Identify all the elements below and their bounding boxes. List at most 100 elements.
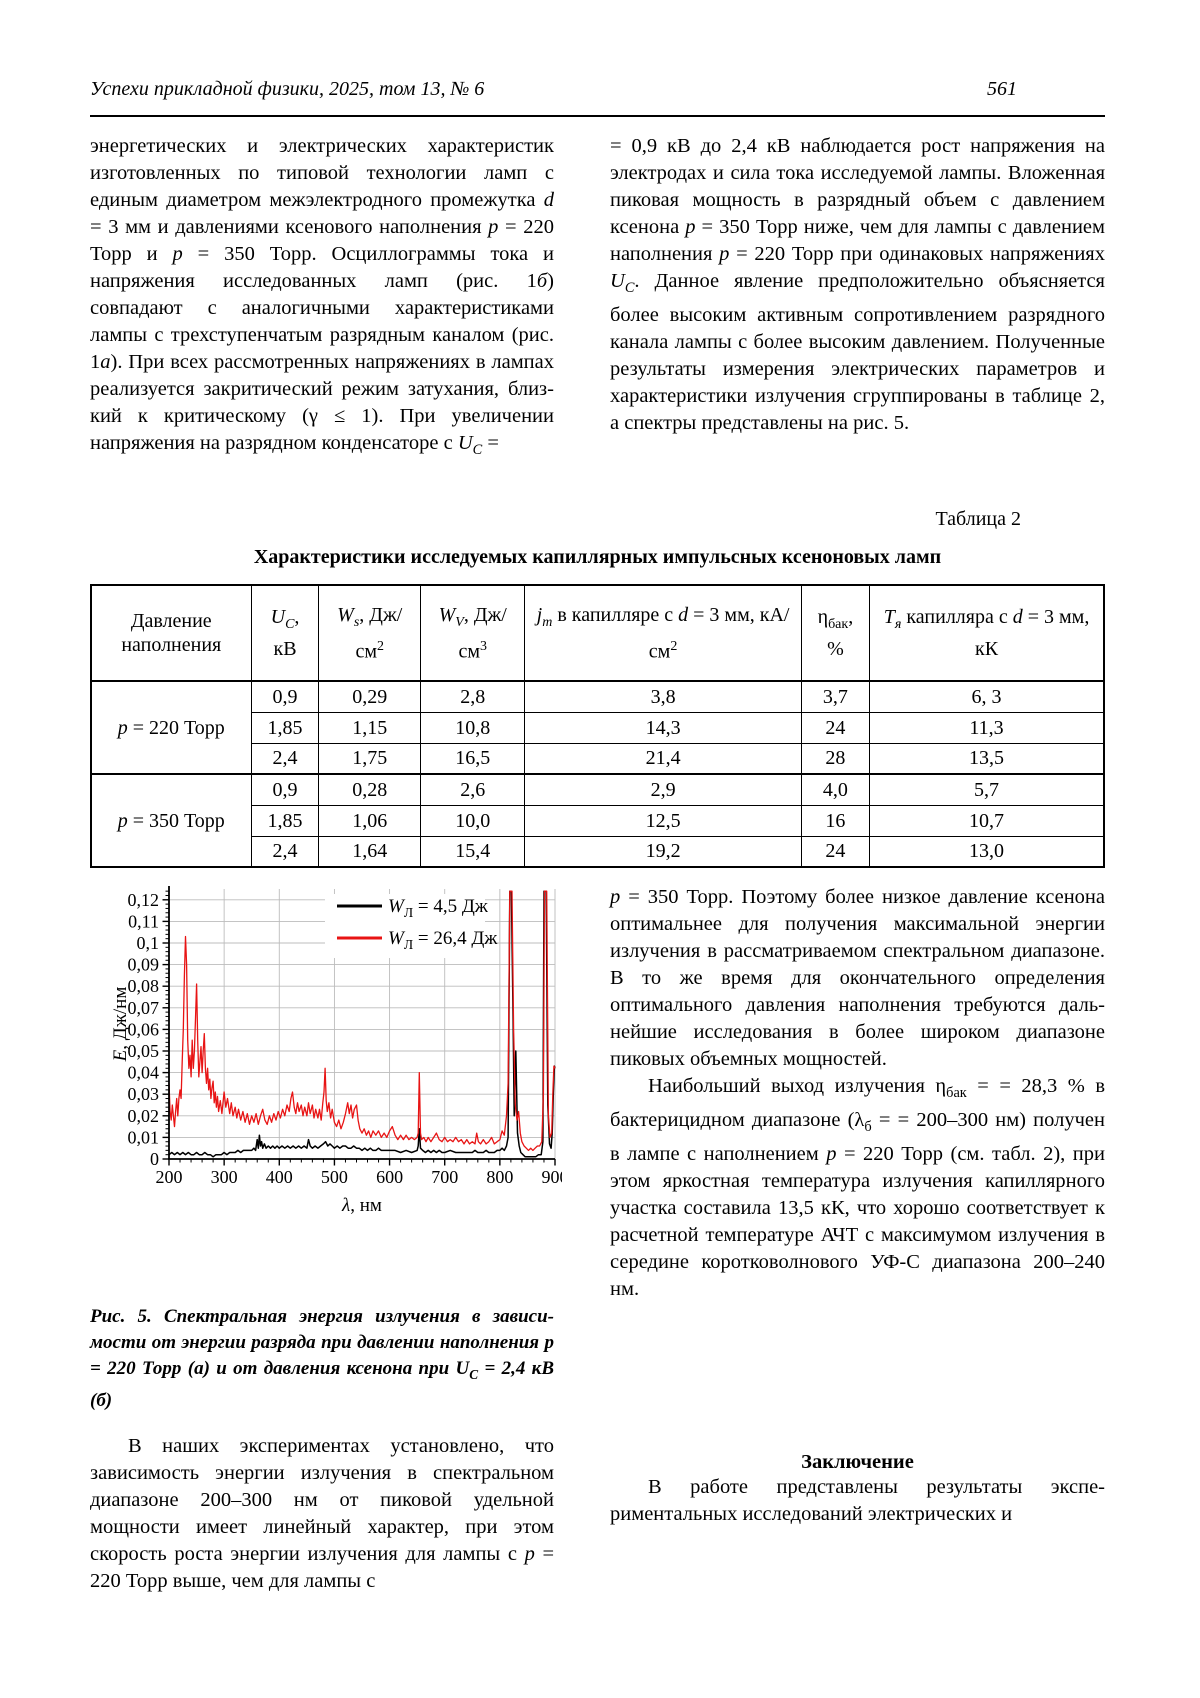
page-number: 561	[987, 78, 1017, 100]
table-label: Таблица 2	[935, 508, 1021, 531]
table-cell: 15,4	[420, 835, 526, 868]
table-header-cell: UC, кВ	[250, 584, 320, 683]
chart-text: 400	[266, 1167, 293, 1187]
spectrum-chart: 20030040050060070080090000,010,020,030,0…	[112, 886, 562, 1216]
chart-text: 0,07	[128, 998, 160, 1018]
table-cell: 3,8	[524, 680, 802, 713]
table-cell: 1,85	[250, 804, 320, 837]
table-row: 2,4 1,75 16,5 21,4 28 13,5	[91, 742, 1105, 775]
chart-text: 300	[211, 1167, 238, 1187]
bottom-right-column: p = 350 Торр. Поэтому более низкое давле…	[610, 884, 1105, 1595]
paragraph: p = 350 Торр. Поэтому более низкое давле…	[610, 886, 1105, 1071]
table-group-label: p = 350 Торр	[90, 773, 252, 868]
table-cell: 3,7	[800, 680, 871, 713]
chart-text: 0,03	[128, 1084, 160, 1104]
y-axis-label: E, Дж/нм	[112, 987, 131, 1063]
bottom-left-column: 20030040050060070080090000,010,020,030,0…	[90, 884, 562, 1595]
paragraph: В наших экспериментах установлено, что з…	[90, 1434, 555, 1592]
table-cell: 6, 3	[869, 680, 1105, 713]
table-cell: 12,5	[524, 804, 802, 837]
chart-text: 0,08	[128, 976, 160, 996]
table-cell: 1,06	[318, 804, 422, 837]
table-row: 1,85 1,06 10,0 12,5 16 10,7	[91, 804, 1105, 837]
top-right-column: = 0,9 кВ до 2,4 кВ наблюдается рост напр…	[610, 133, 1105, 464]
table-cell: 2,8	[420, 680, 526, 713]
bottom-columns: 20030040050060070080090000,010,020,030,0…	[90, 884, 1105, 1595]
chart-text: 0,11	[128, 911, 159, 931]
table-cell: 10,0	[420, 804, 526, 837]
table-cell: 1,85	[250, 711, 320, 744]
figure-5: 20030040050060070080090000,010,020,030,0…	[90, 886, 562, 1414]
table-cell: 0,29	[318, 680, 422, 713]
chart-text: 500	[321, 1167, 348, 1187]
table-cell: 2,4	[250, 835, 320, 868]
top-columns: энергетических и электрических характе­р…	[90, 133, 1105, 464]
legend-entry-label: WЛ = 26,4 Дж	[388, 928, 498, 952]
table-cell: 1,75	[318, 742, 422, 775]
table-cell: 2,9	[524, 773, 802, 806]
chart-text: 0,1	[137, 933, 160, 953]
table-cell: 4,0	[800, 773, 871, 806]
chart-text: 700	[431, 1167, 458, 1187]
table-row: p = 350 Торр 0,9 0,28 2,6 2,9 4,0 5,7	[90, 773, 1105, 868]
table-title: Характеристики исследуемых капиллярных и…	[253, 546, 942, 569]
table-header-cell: ηбак, %	[800, 584, 871, 683]
chart-text: 0,05	[128, 1041, 160, 1061]
table-cell: 2,6	[420, 773, 526, 806]
chart-text: 0,06	[128, 1019, 160, 1039]
page-header: Успехи прикладной физики, 2025, том 13, …	[90, 78, 1105, 117]
table-cell: 10,7	[869, 804, 1105, 837]
table-cell: 24	[800, 711, 871, 744]
table-cell: 28	[800, 742, 871, 775]
figure-caption: Рис. 5. Спектральная энергия излучения в…	[90, 1306, 554, 1411]
chart-text: 0,09	[128, 955, 160, 975]
table-cell: 0,9	[250, 680, 320, 713]
paragraph: Наибольший выход излучения ηбак = = 28,3…	[610, 1075, 1105, 1301]
table-cell: 16	[800, 804, 871, 837]
table-group-label: p = 220 Торр	[90, 680, 252, 775]
table-header-cell: Tя капилляра с d = 3 мм, кК	[869, 584, 1105, 683]
table-cell: 24	[800, 835, 871, 868]
table-cell: 16,5	[420, 742, 526, 775]
table-cell: 14,3	[524, 711, 802, 744]
chart-text: 200	[156, 1167, 183, 1187]
table-header-cell: jm в капилля­ре с d = 3 мм, кА/см2	[524, 584, 802, 683]
table-header-cell: Давление наполнения	[90, 584, 252, 683]
table-head: Давление наполнения UC, кВ Ws, Дж/см2 WV, Д…	[90, 584, 1105, 683]
table-cell: 0,28	[318, 773, 422, 806]
table-cell: 11,3	[869, 711, 1105, 744]
table-cell: 13,0	[869, 835, 1105, 868]
table-cell: 19,2	[524, 835, 802, 868]
table-header-row: Давление наполнения UC, кВ Ws, Дж/см2 WV, Д…	[90, 584, 1105, 683]
table-cell: 5,7	[869, 773, 1105, 806]
table-cell: 21,4	[524, 742, 802, 775]
table-cell: 1,15	[318, 711, 422, 744]
table-cell: 1,64	[318, 835, 422, 868]
chart-text: 0	[150, 1149, 159, 1169]
table-row: p = 220 Торр 0,9 0,29 2,8 3,8 3,7 6, 3	[90, 680, 1105, 775]
table-row: 1,85 1,15 10,8 14,3 24 11,3	[91, 711, 1105, 744]
paragraph: энергетических и электрических характе­р…	[90, 135, 554, 459]
chart-text: 800	[486, 1167, 513, 1187]
journal-reference: Успехи прикладной физики, 2025, том 13, …	[90, 78, 485, 100]
top-left-column: энергетических и электрических характе­р…	[90, 133, 554, 464]
data-table: Давление наполнения UC, кВ Ws, Дж/см2 WV, Д…	[90, 584, 1105, 869]
table-cell: 10,8	[420, 711, 526, 744]
x-axis-label: λ, нм	[341, 1195, 382, 1216]
table-section: Таблица 2 Характеристики исследуемых кап…	[90, 508, 1105, 869]
table-row: 2,4 1,64 15,4 19,2 24 13,0	[91, 835, 1105, 868]
series-line-1	[168, 890, 556, 1152]
legend-entry-label: WЛ = 4,5 Дж	[388, 896, 489, 920]
table-cell: 13,5	[869, 742, 1105, 775]
chart-text: 0,01	[128, 1127, 160, 1147]
paragraph: = 0,9 кВ до 2,4 кВ наблюдается рост напр…	[610, 135, 1106, 435]
table-cell: 0,9	[250, 773, 320, 806]
chart-text: 0,04	[128, 1063, 160, 1083]
table-cell: 2,4	[250, 742, 320, 775]
table-header-cell: WV, Дж/см3	[420, 584, 526, 683]
conclusion-heading: Заключение	[801, 1451, 914, 1474]
chart-text: 900	[542, 1167, 563, 1187]
chart-text: 0,02	[128, 1106, 160, 1126]
table-header-cell: Ws, Дж/см2	[318, 584, 422, 683]
